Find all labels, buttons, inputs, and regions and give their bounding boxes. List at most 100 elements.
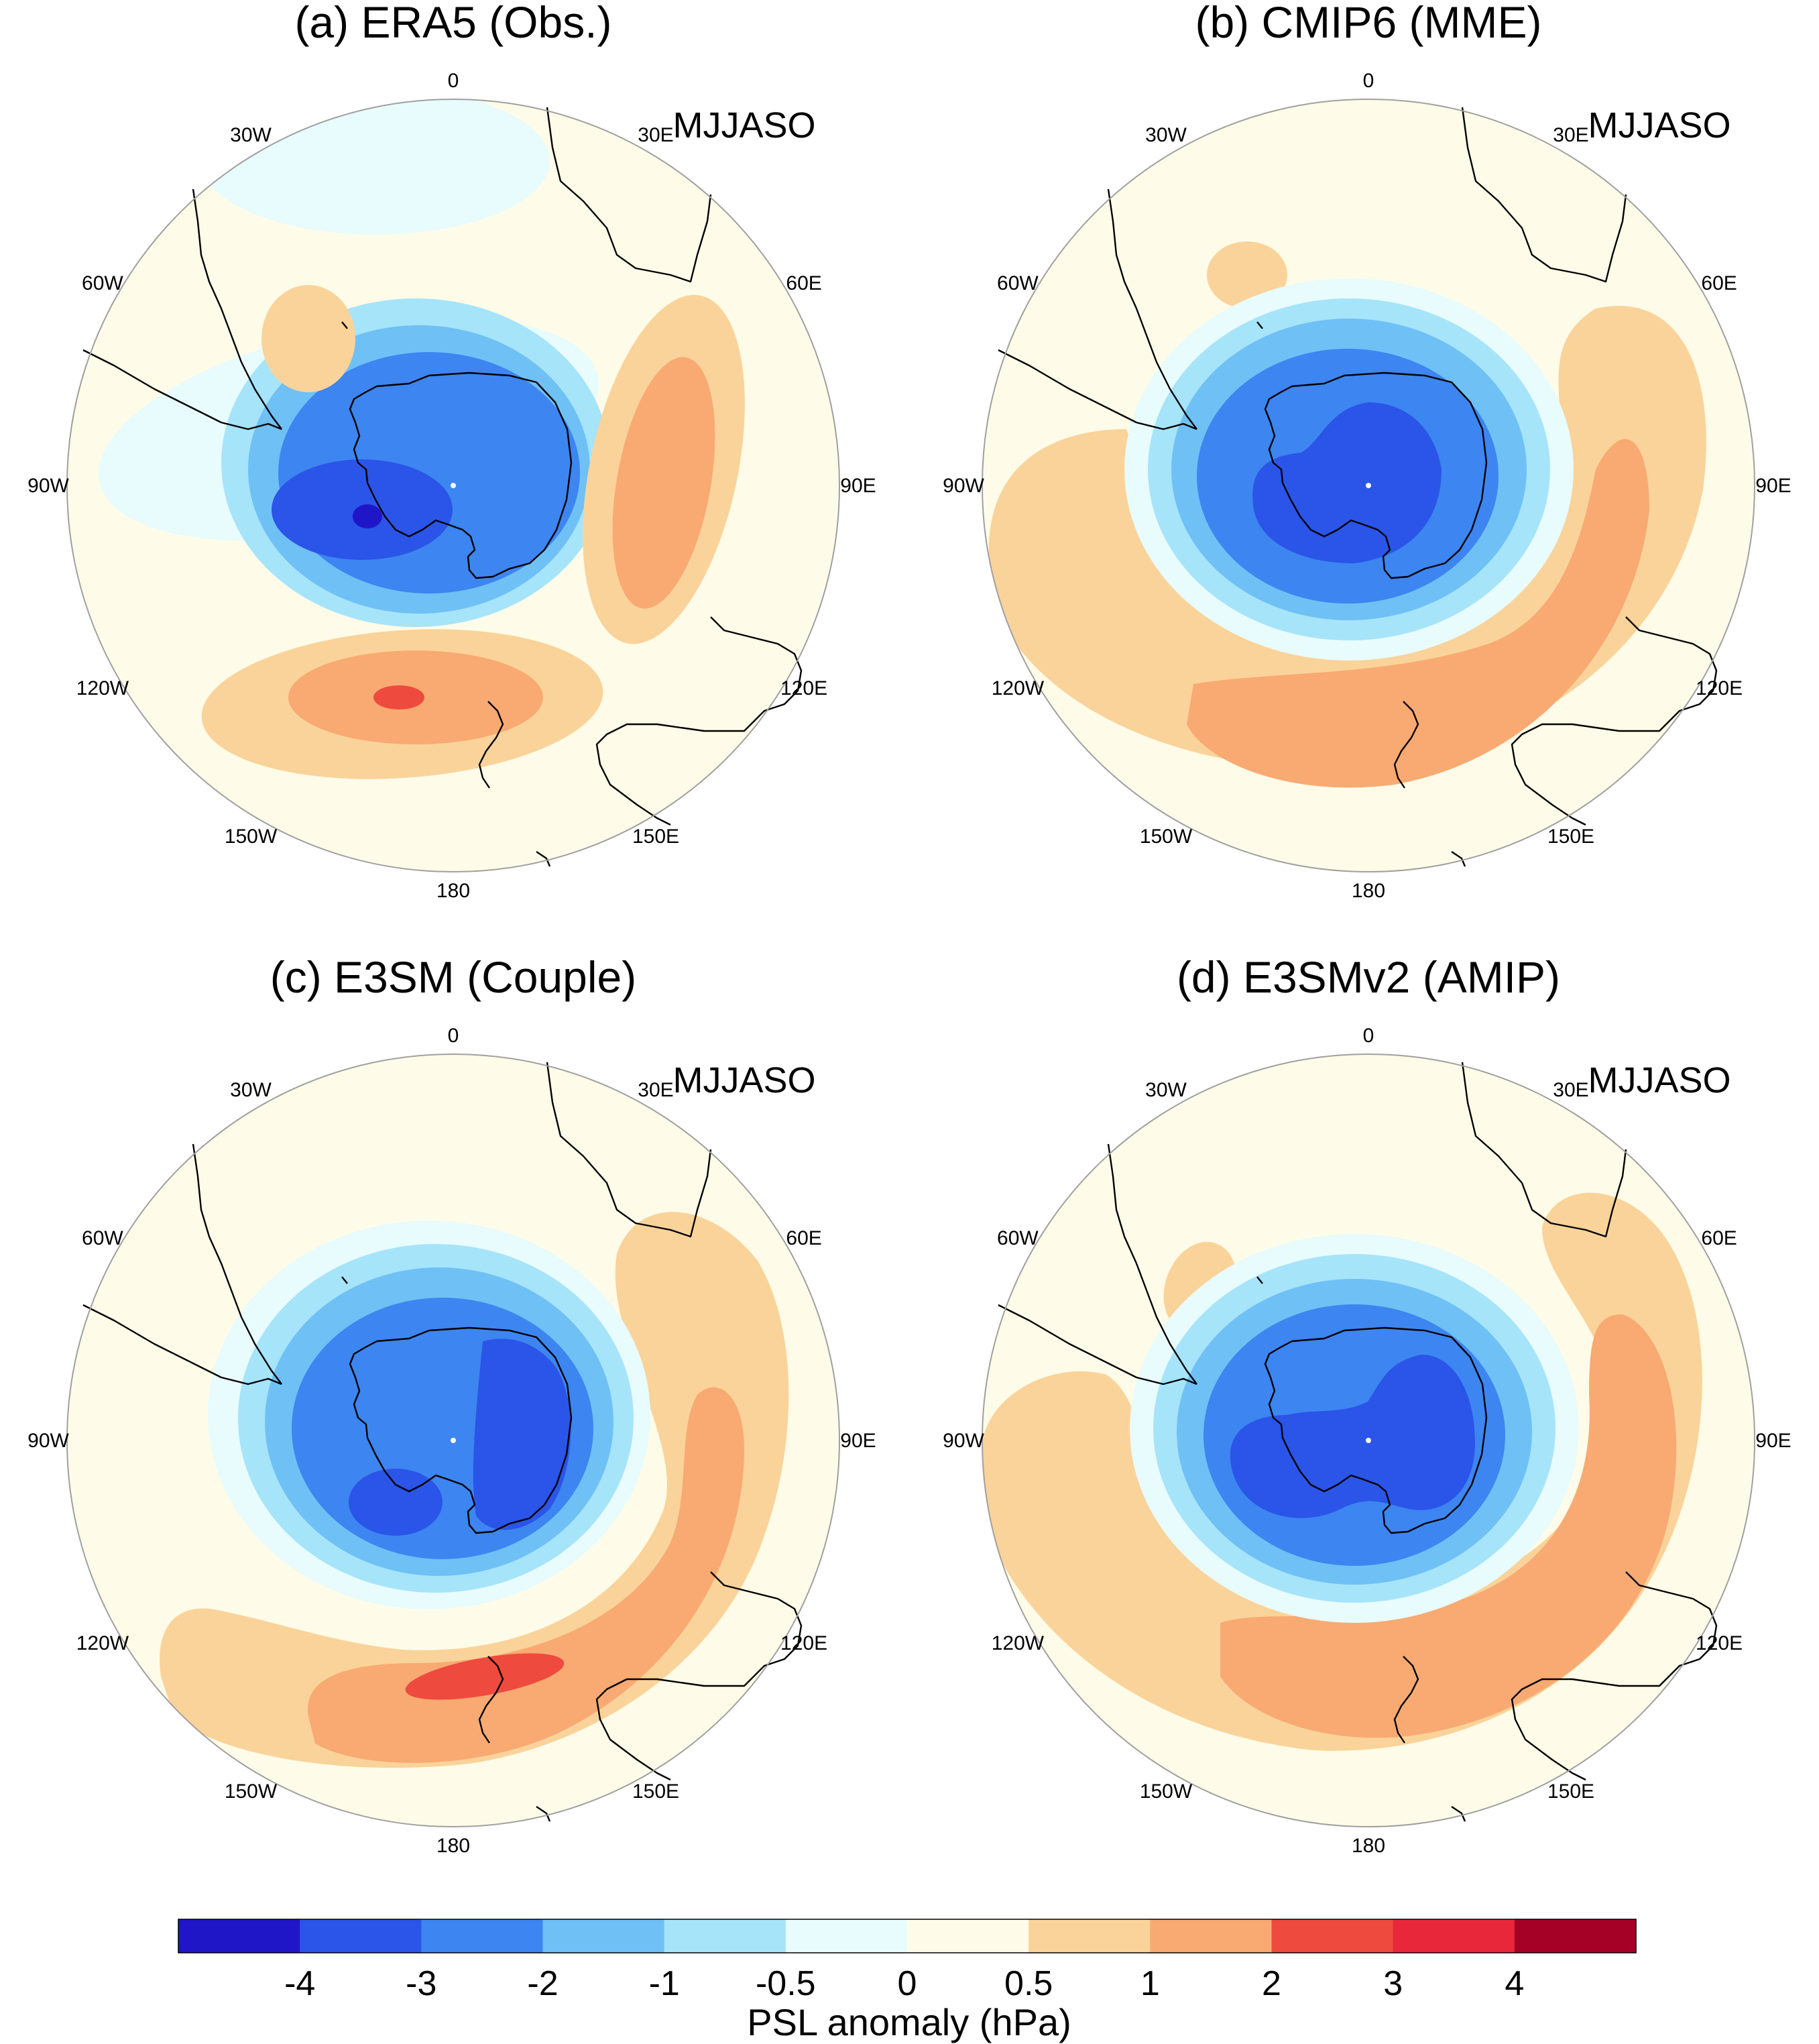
colorbar-tick-label: 1 [1140,1964,1160,2003]
longitude-label: 90W [27,1430,69,1452]
longitude-label: 120W [992,677,1045,699]
longitude-label: 90E [840,1430,876,1452]
longitude-label: 180 [1352,880,1385,902]
longitude-label: 0 [448,70,459,92]
longitude-label: 180 [436,1835,470,1857]
longitude-label: 60E [786,272,821,294]
coastline [82,1062,803,1822]
coastline [998,107,1718,867]
longitude-label: 150W [225,1780,278,1803]
map-disk [67,99,839,872]
coastline [82,107,803,867]
longitude-label: 60E [1701,272,1737,294]
season-label: MJJASO [672,105,815,146]
longitude-labels: 0 30E 60E 90E 120E 150E 180 150W 120W 90W 60W 30W [27,70,876,902]
colorbar-box [907,1919,1029,1953]
longitude-label: 30E [638,124,673,146]
longitude-label: 30W [1145,1079,1187,1101]
longitude-label: 0 [1363,70,1374,92]
colorbar-tick-label: 2 [1262,1964,1281,2003]
longitude-label: 180 [1352,1835,1385,1857]
longitude-label: 90E [1755,1430,1791,1452]
colorbar-box [1029,1919,1151,1953]
longitude-label: 60W [82,272,123,294]
longitude-label: 90E [840,475,876,497]
season-label: MJJASO [672,1060,815,1100]
map-boundary [66,99,840,872]
longitude-label: 60E [1701,1227,1737,1249]
south-pole-marker [1366,1438,1371,1443]
longitude-labels: 0 30E 60E 90E 120E 150E 180 150W 120W 90W 60W 30W [943,70,1792,902]
longitude-label: 150E [1547,826,1594,848]
longitude-label: 150E [1547,1780,1594,1803]
longitude-label: 60E [786,1227,821,1249]
longitude-label: 90W [27,475,69,497]
panel-title: (d) E3SMv2 (AMIP) [1177,952,1560,1002]
panel-d: (d) E3SMv2 (AMIP) 0 30E 60E 90E 120E 150E 180 1… [943,952,1792,1857]
colorbar: -4 -3 -2 -1 -0.5 0 0.5 1 2 3 4 PSL anomaly (hPa) [178,1919,1637,2043]
map-boundary [982,1054,1755,1827]
colorbar-tick-label: 0.5 [1004,1964,1053,2003]
season-label: MJJASO [1588,105,1730,146]
colorbar-box [300,1919,422,1953]
map-boundary [982,99,1755,872]
longitude-label: 150E [632,826,679,848]
longitude-labels: 0 30E 60E 90E 120E 150E 180 150W 120W 90W 60W 30W [27,1025,876,1857]
map-boundary [66,1054,840,1827]
longitude-label: 30E [1553,1079,1588,1101]
panel-a: (a) ERA5 (Obs.) [27,0,876,902]
longitude-label: 30W [230,1079,272,1101]
longitude-label: 120E [1696,677,1743,699]
colorbar-box [178,1919,300,1953]
longitude-label: 90W [943,475,984,497]
colorbar-boxes [178,1919,1637,1953]
longitude-label: 0 [448,1025,459,1047]
colorbar-box [664,1919,786,1953]
season-label: MJJASO [1588,1060,1730,1100]
longitude-label: 60W [82,1227,123,1249]
longitude-labels: 0 30E 60E 90E 120E 150E 180 150W 120W 90W 60W 30W [943,1025,1792,1857]
longitude-label: 150E [632,1780,679,1803]
colorbar-box [1514,1919,1637,1953]
south-pole-marker [451,483,456,488]
longitude-label: 150W [1140,826,1193,848]
longitude-label: 180 [436,880,470,902]
colorbar-box [421,1919,544,1953]
south-pole-marker [1366,483,1371,488]
longitude-label: 150W [1140,1780,1193,1803]
longitude-label: 120E [780,677,827,699]
colorbar-box [1150,1919,1273,1953]
longitude-label: 0 [1363,1025,1374,1047]
longitude-label: 120W [76,677,129,699]
colorbar-tick-label: -3 [406,1964,436,2003]
longitude-label: 90E [1755,475,1791,497]
longitude-label: 30W [230,124,272,146]
longitude-label: 30W [1145,124,1187,146]
longitude-label: 90W [943,1430,984,1452]
panel-title: (c) E3SM (Couple) [270,952,636,1002]
panel-b: (b) CMIP6 (MME) 0 30E 60E 90E 120E 150E 180 150… [943,0,1792,902]
colorbar-tick-labels: -4 -3 -2 -1 -0.5 0 0.5 1 2 3 4 [284,1964,1524,2003]
longitude-label: 60W [997,1227,1039,1249]
longitude-label: 60W [997,272,1039,294]
colorbar-outline [178,1919,1637,1953]
colorbar-box [542,1919,665,1953]
colorbar-tick-label: -1 [649,1964,680,2003]
colorbar-tick-label: 0 [898,1964,917,2003]
colorbar-title: PSL anomaly (hPa) [747,2001,1071,2043]
colorbar-box [1271,1919,1394,1953]
coastline [998,1062,1718,1822]
colorbar-tick-label: -4 [284,1964,315,2003]
longitude-label: 120W [992,1632,1045,1654]
longitude-label: 120E [780,1632,827,1654]
longitude-label: 30E [1553,124,1588,146]
colorbar-tick-label: 3 [1383,1964,1403,2003]
longitude-label: 30E [638,1079,673,1101]
colorbar-box [1393,1919,1515,1953]
panel-title: (b) CMIP6 (MME) [1195,0,1542,47]
colorbar-box [785,1919,908,1953]
longitude-label: 120W [76,1632,129,1654]
longitude-label: 150W [225,826,278,848]
